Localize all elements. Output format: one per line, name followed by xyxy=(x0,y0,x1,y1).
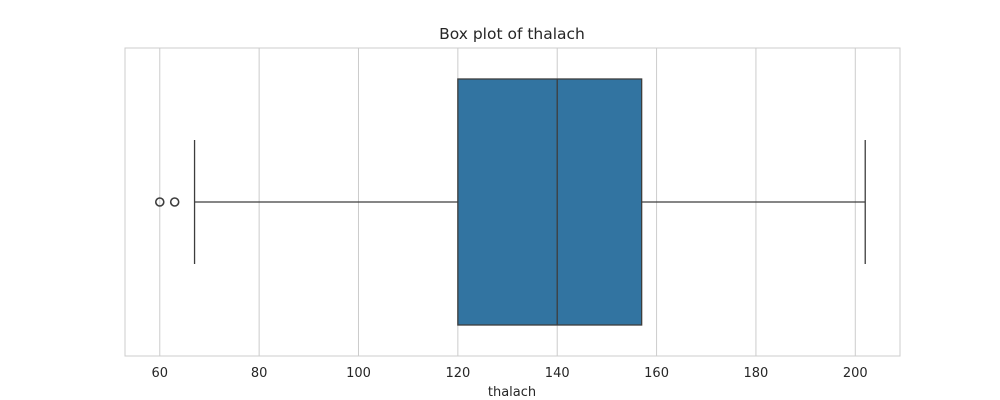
box-plot-series xyxy=(154,78,866,326)
x-tick-label: 180 xyxy=(744,366,769,381)
x-tick-label: 140 xyxy=(545,366,570,381)
x-axis-ticks: 60 80 100 120 140 160 180 200 xyxy=(152,366,868,381)
plot-area-frame xyxy=(124,47,901,357)
outlier-point xyxy=(154,197,165,207)
x-tick-label: 120 xyxy=(445,366,470,381)
x-tick-label: 60 xyxy=(152,366,169,381)
chart-title: Box plot of thalach xyxy=(439,25,585,43)
x-tick-label: 80 xyxy=(251,366,268,381)
x-tick-label: 100 xyxy=(346,366,371,381)
x-tick-label: 160 xyxy=(644,366,669,381)
iqr-box xyxy=(457,78,643,326)
x-axis-label: thalach xyxy=(488,385,536,400)
outlier-point xyxy=(169,197,180,207)
x-tick-label: 200 xyxy=(843,366,868,381)
